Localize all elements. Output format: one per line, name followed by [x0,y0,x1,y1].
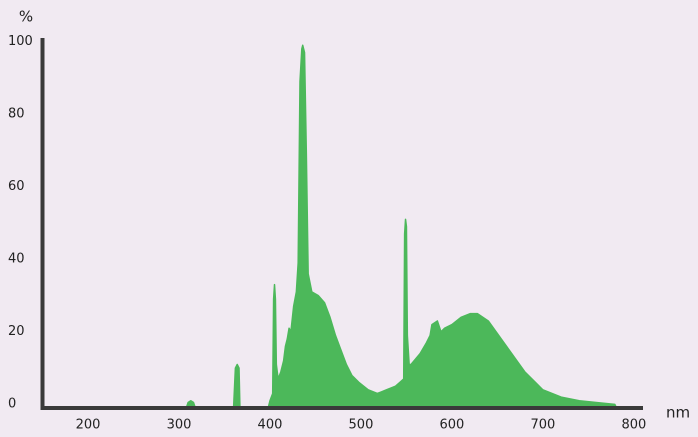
x-tick-label: 500 [349,418,374,433]
x-tick-label: 300 [167,418,192,433]
spectrum-area [185,44,618,409]
x-tick-label: 400 [258,418,283,433]
y-tick-label: 60 [8,179,25,194]
y-tick-label: 20 [8,324,25,339]
x-tick-label: 200 [76,418,101,433]
x-unit: nm [666,404,690,422]
x-tick-label: 700 [531,418,556,433]
y-tick-label: 0 [8,397,16,412]
y-tick-label: 80 [8,106,25,121]
y-unit: % [19,8,33,26]
x-tick-label: 600 [440,418,465,433]
y-tick-label: 40 [8,251,25,266]
y-tick-label: 100 [8,34,33,49]
x-tick-label: 800 [621,418,646,433]
